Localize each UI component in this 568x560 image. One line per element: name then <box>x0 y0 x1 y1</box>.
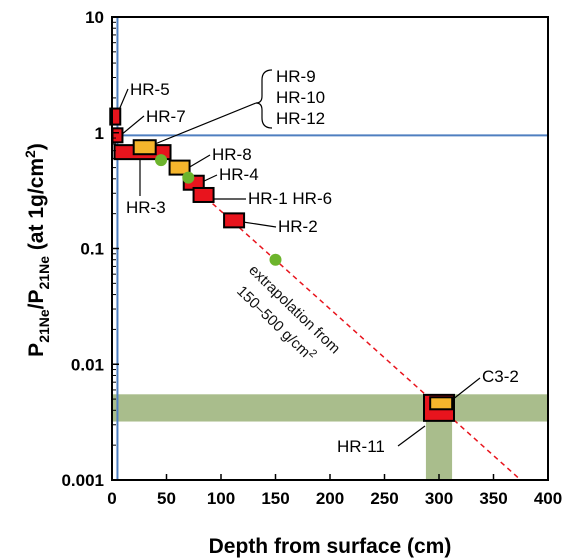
x-tick-label: 250 <box>370 489 398 508</box>
x-tick-label: 150 <box>261 489 289 508</box>
label-leader-line <box>187 154 211 169</box>
orange-data-point <box>132 139 157 156</box>
label-leader-line <box>451 377 481 401</box>
red-data-point <box>109 107 122 126</box>
point-label: HR-5 <box>130 80 170 99</box>
x-tick-label: 0 <box>107 489 116 508</box>
x-tick-label: 300 <box>425 489 453 508</box>
label-leader-line <box>118 88 129 111</box>
y-title-sub2: 21Ne <box>36 256 52 290</box>
data-points <box>109 107 455 422</box>
point-label: HR-3 <box>126 198 166 217</box>
point-label: HR-11 <box>337 437 385 456</box>
red-data-point <box>192 186 215 203</box>
point-labels: HR-5 HR-7 HR-3 HR-4 HR-1 HR-6 HR-2 HR-11 HR-8 C3… <box>126 67 519 456</box>
y-title-tail: (at 1g/cm <box>25 158 48 256</box>
x-tick-label: 350 <box>479 489 507 508</box>
bracket <box>255 69 273 129</box>
axis-ticks: 0 50 100 150 200 250 300 350 400 10 1 0.1 0.01 0.001 <box>61 8 562 508</box>
x-axis-title: Depth from surface (cm) <box>209 535 452 558</box>
horizontal-band <box>112 394 548 422</box>
red-data-point <box>223 212 246 229</box>
y-title-close: ) <box>25 143 48 150</box>
y-axis-title: P21Ne/P21Ne (at 1g/cm2) <box>22 143 52 357</box>
annotations: extrapolation from 150–500 g/cm2 <box>233 262 343 361</box>
green-data-point <box>182 171 195 184</box>
bracket-label: HR-12 <box>276 109 325 128</box>
y-title-p1: P <box>25 343 48 357</box>
point-label: C3-2 <box>482 367 519 386</box>
label-leader-line <box>242 221 277 228</box>
bracket-leader-line <box>149 102 257 147</box>
label-leader-line <box>120 115 145 136</box>
bracket-label: HR-10 <box>276 88 325 107</box>
x-tick-label: 400 <box>534 489 562 508</box>
orange-data-point <box>168 159 191 176</box>
green-data-point <box>269 253 282 266</box>
y-tick-label: 0.1 <box>80 240 104 259</box>
y-title-sup: 2 <box>22 150 38 158</box>
point-label: HR-2 <box>278 217 318 236</box>
point-label: HR-7 <box>146 107 186 126</box>
uncertainty-bands <box>112 394 548 480</box>
green-data-point <box>155 154 168 167</box>
point-label: HR-4 <box>219 165 259 184</box>
x-tick-label: 200 <box>316 489 344 508</box>
y-tick-label: 1 <box>95 124 104 143</box>
y-tick-label: 0.01 <box>71 355 104 374</box>
red-data-point <box>111 127 124 144</box>
point-label: HR-8 <box>212 145 252 164</box>
label-leaders <box>118 69 481 447</box>
orange-data-point <box>429 396 454 411</box>
y-tick-label: 0.001 <box>61 471 104 490</box>
y-tick-label: 10 <box>85 8 104 27</box>
y-title-slash: /P <box>25 289 48 309</box>
y-title-sub1: 21Ne <box>36 309 52 343</box>
point-label: HR-1 HR-6 <box>248 189 332 208</box>
label-leader-line <box>397 425 426 447</box>
x-tick-label: 100 <box>207 489 235 508</box>
x-tick-label: 50 <box>157 489 176 508</box>
bracket-label: HR-9 <box>276 67 316 86</box>
